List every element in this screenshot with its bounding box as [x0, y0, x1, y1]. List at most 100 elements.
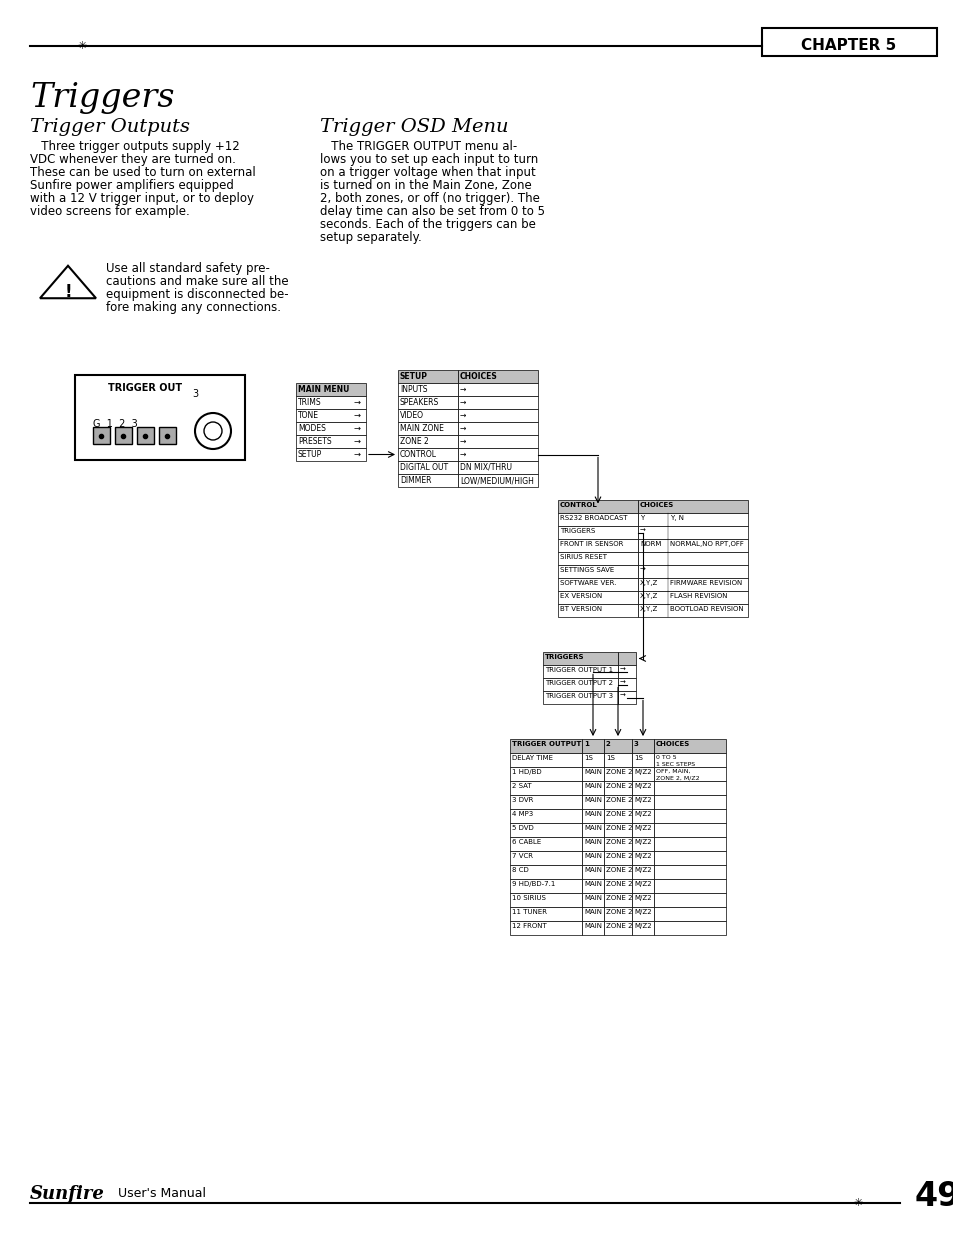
Bar	[638, 526, 747, 538]
Bar	[542, 692, 618, 704]
Text: →: →	[459, 424, 466, 433]
Text: MAIN: MAIN	[583, 839, 601, 845]
Bar	[457, 383, 537, 396]
Text: fore making any connections.: fore making any connections.	[106, 301, 281, 314]
Bar	[457, 370, 537, 383]
Text: TRIMS: TRIMS	[297, 398, 321, 408]
Text: TONE: TONE	[297, 411, 318, 420]
Text: 1 HD/BD: 1 HD/BD	[512, 769, 541, 776]
Text: TRIGGER OUTPUT: TRIGGER OUTPUT	[512, 741, 580, 747]
Bar	[558, 604, 638, 618]
Bar	[397, 474, 457, 487]
Text: FLASH REVISION: FLASH REVISION	[669, 593, 727, 599]
Text: SIRIUS RESET: SIRIUS RESET	[559, 555, 606, 559]
Text: LOW/MEDIUM/HIGH: LOW/MEDIUM/HIGH	[459, 475, 534, 485]
Bar	[761, 28, 936, 56]
Text: VIDEO: VIDEO	[399, 411, 423, 420]
Text: seconds. Each of the triggers can be: seconds. Each of the triggers can be	[319, 219, 536, 231]
Bar	[618, 652, 636, 664]
Bar	[581, 851, 603, 864]
Bar	[631, 906, 654, 921]
Text: ZONE 2: ZONE 2	[605, 909, 632, 915]
Bar	[397, 383, 457, 396]
Bar	[137, 427, 153, 445]
Text: MAIN: MAIN	[583, 909, 601, 915]
Bar	[631, 837, 654, 851]
Bar	[542, 678, 618, 692]
Text: 9 HD/BD-7.1: 9 HD/BD-7.1	[512, 881, 555, 887]
Text: NORM: NORM	[639, 541, 660, 547]
Text: 1: 1	[583, 741, 588, 747]
Bar	[638, 578, 747, 592]
Text: X,Y,Z: X,Y,Z	[639, 593, 658, 599]
Text: →: →	[619, 667, 625, 673]
Bar	[638, 604, 747, 618]
Text: 11 TUNER: 11 TUNER	[512, 909, 546, 915]
Text: 2, both zones, or off (no trigger). The: 2, both zones, or off (no trigger). The	[319, 191, 539, 205]
Text: 12 FRONT: 12 FRONT	[512, 923, 546, 929]
Text: video screens for example.: video screens for example.	[30, 205, 190, 219]
Text: ✳: ✳	[77, 41, 87, 51]
Text: OFF, MAIN,: OFF, MAIN,	[656, 769, 690, 774]
Bar	[631, 767, 654, 781]
Bar	[631, 795, 654, 809]
Text: MAIN: MAIN	[583, 797, 601, 803]
Text: 1S: 1S	[583, 755, 592, 761]
Bar	[510, 851, 581, 864]
Text: X,Y,Z: X,Y,Z	[639, 580, 658, 585]
Text: ZONE 2: ZONE 2	[605, 797, 632, 803]
Text: is turned on in the Main Zone, Zone: is turned on in the Main Zone, Zone	[319, 179, 531, 191]
Bar	[581, 739, 603, 753]
Bar	[558, 538, 638, 552]
Bar	[638, 538, 747, 552]
Text: MODES: MODES	[297, 424, 326, 433]
Text: Y, N: Y, N	[669, 515, 683, 521]
Text: ZONE 2: ZONE 2	[605, 783, 632, 789]
Bar	[654, 837, 725, 851]
Bar	[638, 564, 747, 578]
Text: CHOICES: CHOICES	[656, 741, 690, 747]
Bar	[510, 823, 581, 837]
Text: CONTROL: CONTROL	[559, 501, 598, 508]
Bar	[542, 652, 618, 664]
Text: →: →	[354, 398, 360, 408]
Bar	[159, 427, 175, 445]
Bar	[654, 767, 725, 781]
Bar	[638, 552, 747, 564]
Bar	[603, 795, 631, 809]
Bar	[558, 592, 638, 604]
Bar	[510, 795, 581, 809]
Text: CHOICES: CHOICES	[459, 372, 497, 382]
Text: →: →	[354, 411, 360, 420]
Text: Trigger OSD Menu: Trigger OSD Menu	[319, 119, 508, 136]
Text: 6 CABLE: 6 CABLE	[512, 839, 540, 845]
Text: 1 SEC STEPS: 1 SEC STEPS	[656, 762, 695, 767]
Text: on a trigger voltage when that input: on a trigger voltage when that input	[319, 165, 536, 179]
Bar	[457, 435, 537, 448]
Bar	[603, 809, 631, 823]
Bar	[638, 592, 747, 604]
Bar	[397, 422, 457, 435]
Bar	[510, 753, 581, 767]
Bar	[618, 664, 636, 678]
Bar	[654, 781, 725, 795]
Bar	[295, 396, 366, 409]
Bar	[397, 409, 457, 422]
Bar	[638, 513, 747, 526]
Text: M/Z2: M/Z2	[634, 895, 651, 902]
Text: MAIN: MAIN	[583, 923, 601, 929]
Text: RS232 BROADCAST: RS232 BROADCAST	[559, 515, 627, 521]
Text: with a 12 V trigger input, or to deploy: with a 12 V trigger input, or to deploy	[30, 191, 253, 205]
Text: ZONE 2: ZONE 2	[399, 437, 428, 446]
Text: M/Z2: M/Z2	[634, 769, 651, 776]
Text: 3 DVR: 3 DVR	[512, 797, 533, 803]
Text: DIGITAL OUT: DIGITAL OUT	[399, 463, 448, 472]
Text: M/Z2: M/Z2	[634, 839, 651, 845]
Bar	[581, 809, 603, 823]
Bar	[631, 851, 654, 864]
Bar	[603, 837, 631, 851]
Bar	[581, 906, 603, 921]
Text: Sunfire: Sunfire	[30, 1186, 105, 1203]
Text: ZONE 2: ZONE 2	[605, 853, 632, 860]
Bar	[603, 739, 631, 753]
